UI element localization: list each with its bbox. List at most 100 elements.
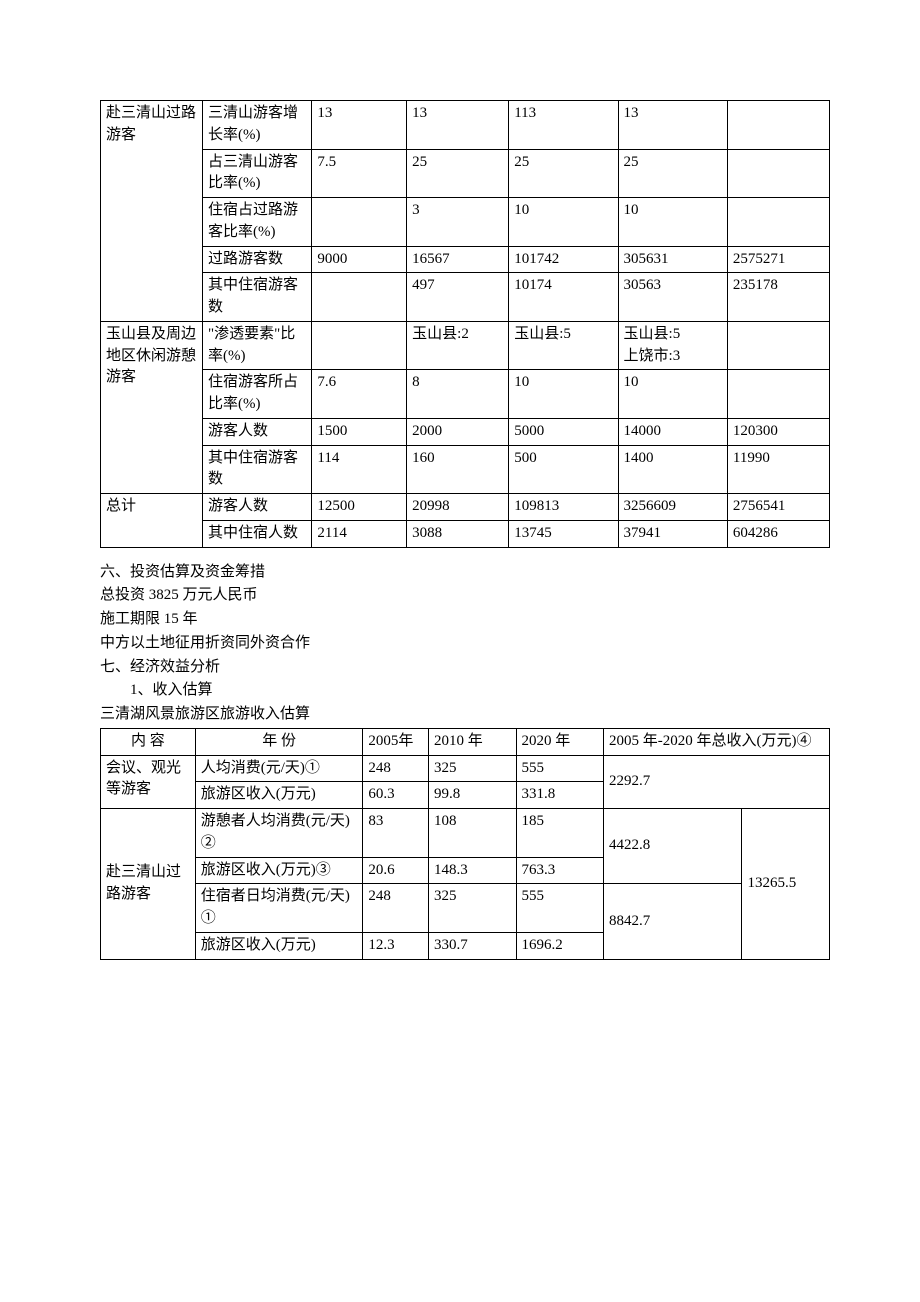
header-2010: 2010 年 (429, 728, 516, 755)
table-row: 其中住宿游客数 114 160 500 1400 11990 (101, 445, 830, 494)
section6-line: 总投资 3825 万元人民币 (100, 585, 830, 607)
cell: 2114 (312, 520, 407, 547)
cell (727, 370, 829, 419)
metric-label: 占三清山游客比率(%) (203, 149, 312, 198)
cell: 83 (363, 809, 429, 858)
cell: 235178 (727, 273, 829, 322)
cell: 37941 (618, 520, 727, 547)
cell: 330.7 (429, 932, 516, 959)
cell: 113 (509, 101, 618, 150)
cell: 玉山县:5 (509, 321, 618, 370)
cell (727, 321, 829, 370)
cell: 10174 (509, 273, 618, 322)
table-row: 住宿者日均消费(元/天)① 248 325 555 8842.7 (101, 884, 830, 933)
table-row: 赴三清山过路游客 游憩者人均消费(元/天)② 83 108 185 4422.8… (101, 809, 830, 858)
cell: 20998 (407, 494, 509, 521)
cell: 13 (618, 101, 727, 150)
cell (312, 321, 407, 370)
table-row: 其中住宿游客数 497 10174 30563 235178 (101, 273, 830, 322)
table-row: 住宿游客所占比率(%) 7.6 8 10 10 (101, 370, 830, 419)
cell: 60.3 (363, 782, 429, 809)
group-label: 赴三清山过路游客 (101, 101, 203, 322)
cell: 248 (363, 755, 429, 782)
table-row: 赴三清山过路游客 三清山游客增长率(%) 13 13 113 13 (101, 101, 830, 150)
cell: 20.6 (363, 857, 429, 884)
metric-label: 游客人数 (203, 418, 312, 445)
header-total: 2005 年-2020 年总收入(万元)④ (603, 728, 829, 755)
total-cell: 2292.7 (603, 755, 829, 809)
header-year: 年 份 (195, 728, 363, 755)
section7-heading: 七、经济效益分析 (100, 657, 830, 679)
cell: 30563 (618, 273, 727, 322)
metric-label: 游憩者人均消费(元/天)② (195, 809, 363, 858)
metric-label: 过路游客数 (203, 246, 312, 273)
cell: 1696.2 (516, 932, 603, 959)
cell: 763.3 (516, 857, 603, 884)
cell: 10 (618, 198, 727, 247)
section6-line: 施工期限 15 年 (100, 609, 830, 631)
cell (727, 149, 829, 198)
cell: 108 (429, 809, 516, 858)
cell: 120300 (727, 418, 829, 445)
cell: 555 (516, 755, 603, 782)
cell: 2575271 (727, 246, 829, 273)
cell: 109813 (509, 494, 618, 521)
cell: 9000 (312, 246, 407, 273)
metric-label: 其中住宿人数 (203, 520, 312, 547)
table-row: 过路游客数 9000 16567 101742 305631 2575271 (101, 246, 830, 273)
cell: 13745 (509, 520, 618, 547)
table-row: 玉山县及周边地区休闲游憩游客 "渗透要素"比率(%) 玉山县:2 玉山县:5 玉… (101, 321, 830, 370)
section6-heading: 六、投资估算及资金筹措 (100, 562, 830, 584)
cell: 14000 (618, 418, 727, 445)
group-label: 玉山县及周边地区休闲游憩游客 (101, 321, 203, 493)
metric-label: 旅游区收入(万元) (195, 932, 363, 959)
cell: 500 (509, 445, 618, 494)
cell: 305631 (618, 246, 727, 273)
cell: 12.3 (363, 932, 429, 959)
cell: 25 (407, 149, 509, 198)
header-content: 内 容 (101, 728, 196, 755)
cell (312, 198, 407, 247)
cell: 185 (516, 809, 603, 858)
cell: 160 (407, 445, 509, 494)
cell: 7.6 (312, 370, 407, 419)
metric-label: 游客人数 (203, 494, 312, 521)
metric-label: 人均消费(元/天)① (195, 755, 363, 782)
metric-label: 旅游区收入(万元)③ (195, 857, 363, 884)
cell: 604286 (727, 520, 829, 547)
cell: 1400 (618, 445, 727, 494)
header-2005: 2005年 (363, 728, 429, 755)
table-row: 其中住宿人数 2114 3088 13745 37941 604286 (101, 520, 830, 547)
group-label: 会议、观光等游客 (101, 755, 196, 809)
cell: 2756541 (727, 494, 829, 521)
section7-sub1: 1、收入估算 (100, 680, 830, 702)
metric-label: 住宿游客所占比率(%) (203, 370, 312, 419)
grand-total-cell: 13265.5 (742, 809, 830, 960)
cell: 25 (509, 149, 618, 198)
cell: 497 (407, 273, 509, 322)
cell: 3088 (407, 520, 509, 547)
cell: 13 (407, 101, 509, 150)
cell (727, 101, 829, 150)
cell: 玉山县:2 (407, 321, 509, 370)
cell: 114 (312, 445, 407, 494)
cell: 3256609 (618, 494, 727, 521)
cell: 148.3 (429, 857, 516, 884)
table-row: 住宿占过路游客比率(%) 3 10 10 (101, 198, 830, 247)
cell: 13 (312, 101, 407, 150)
cell: 248 (363, 884, 429, 933)
metric-label: 三清山游客增长率(%) (203, 101, 312, 150)
cell (727, 198, 829, 247)
cell: 10 (509, 370, 618, 419)
table-row: 会议、观光等游客 人均消费(元/天)① 248 325 555 2292.7 (101, 755, 830, 782)
cell: 555 (516, 884, 603, 933)
cell: 325 (429, 755, 516, 782)
metric-label: 其中住宿游客数 (203, 445, 312, 494)
cell: 8 (407, 370, 509, 419)
cell: 99.8 (429, 782, 516, 809)
cell: 101742 (509, 246, 618, 273)
metric-label: 住宿占过路游客比率(%) (203, 198, 312, 247)
table-row: 总计 游客人数 12500 20998 109813 3256609 27565… (101, 494, 830, 521)
table-row: 游客人数 1500 2000 5000 14000 120300 (101, 418, 830, 445)
cell: 5000 (509, 418, 618, 445)
